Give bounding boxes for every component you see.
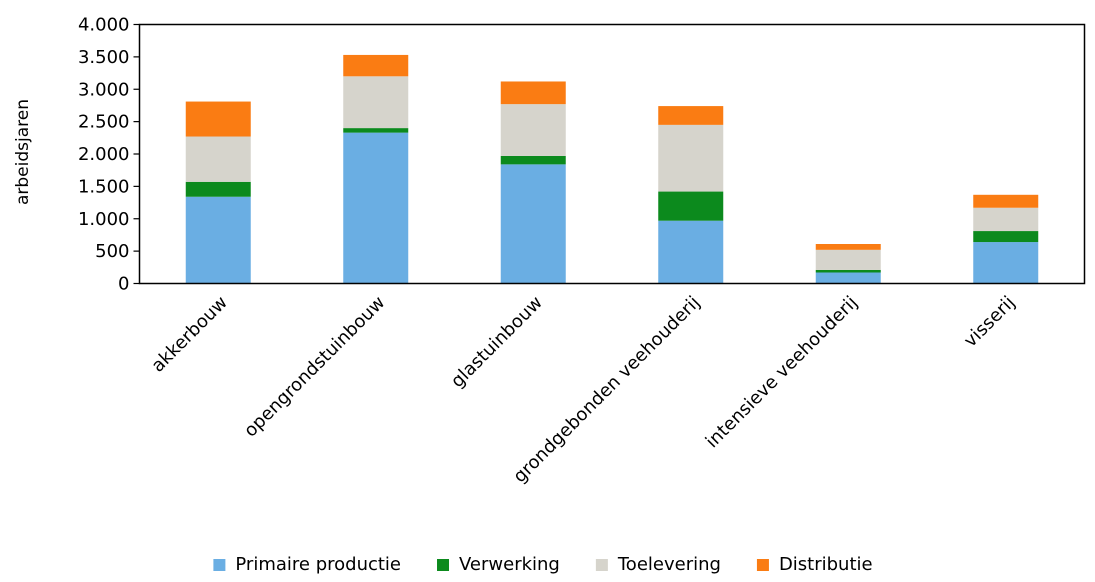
x-category-label: glastuinbouw xyxy=(447,292,547,392)
y-tick-label: 1.000 xyxy=(78,209,130,230)
x-axis-category-labels: akkerbouw opengrondstuinbouw glastuinbouwg… xyxy=(147,292,1019,487)
bar-segment xyxy=(658,124,724,192)
bar-segment xyxy=(343,128,409,133)
legend-item: Toelevering xyxy=(595,554,721,575)
x-category-label: visserij xyxy=(960,292,1019,351)
y-tick-label: 2.500 xyxy=(78,112,130,133)
y-tick-label: 4.000 xyxy=(78,15,130,36)
legend-item: Verwerking xyxy=(437,554,560,575)
bar-stack xyxy=(815,244,881,284)
bar-segment xyxy=(343,132,409,284)
bar-segment xyxy=(973,194,1039,208)
y-tick-label: 1.500 xyxy=(78,176,130,197)
bar-segment xyxy=(185,101,251,137)
y-axis-ticks: 0 500 1.000 1.500 2.000 2.500 3.000 3.500 4.000 xyxy=(78,15,140,295)
bar-segment xyxy=(973,231,1039,243)
bar-segment xyxy=(658,106,724,125)
y-tick-label: 0 xyxy=(118,274,129,295)
y-tick-label: 3.500 xyxy=(78,47,130,68)
bar-segment xyxy=(973,242,1039,284)
x-category-label: intensieve veehouderij xyxy=(702,292,862,452)
bar-stack xyxy=(185,101,251,284)
plot-area-frame xyxy=(138,23,1086,285)
bar-segment xyxy=(815,244,881,250)
legend-swatch xyxy=(213,559,226,571)
bar-segment xyxy=(500,104,566,156)
bar-segment xyxy=(658,220,724,284)
legend-item: Primaire productie xyxy=(213,554,401,575)
bars xyxy=(185,54,1039,284)
bar-stack xyxy=(973,194,1039,284)
legend-label: Distributie xyxy=(779,554,873,575)
legend-swatch xyxy=(437,559,450,571)
bar-stack xyxy=(658,106,724,284)
legend-item: Distributie xyxy=(756,554,873,575)
legend-label: Primaire productie xyxy=(235,554,401,575)
legend-label: Verwerking xyxy=(459,554,560,575)
bar-segment xyxy=(815,269,881,273)
bar-segment xyxy=(500,81,566,105)
x-category-label: opengrondstuinbouw xyxy=(240,292,389,441)
bar-segment xyxy=(815,272,881,284)
bar-segment xyxy=(185,196,251,284)
legend-label: Toelevering xyxy=(617,554,721,575)
legend-swatch xyxy=(595,559,608,571)
bar-segment xyxy=(185,181,251,197)
bar-segment xyxy=(658,191,724,221)
bar-stack xyxy=(500,81,566,284)
y-axis-title: arbeidsjaren xyxy=(13,99,33,205)
bar-segment xyxy=(343,54,409,77)
x-category-label: akkerbouw xyxy=(147,292,231,376)
bar-segment xyxy=(500,164,566,284)
y-tick-label: 3.000 xyxy=(78,79,130,100)
bar-segment xyxy=(500,155,566,165)
y-tick-label: 2.000 xyxy=(78,144,130,165)
bar-segment xyxy=(815,249,881,270)
bar-segment xyxy=(343,76,409,129)
bar-segment xyxy=(185,136,251,182)
legend: Primaire productie Verwerking Toelevering D… xyxy=(213,554,873,575)
y-tick-label: 500 xyxy=(95,241,129,262)
legend-swatch xyxy=(756,559,769,571)
bar-segment xyxy=(973,207,1039,232)
x-category-label: grondgebonden veehouderij xyxy=(509,292,704,487)
bar-stack xyxy=(343,54,409,284)
